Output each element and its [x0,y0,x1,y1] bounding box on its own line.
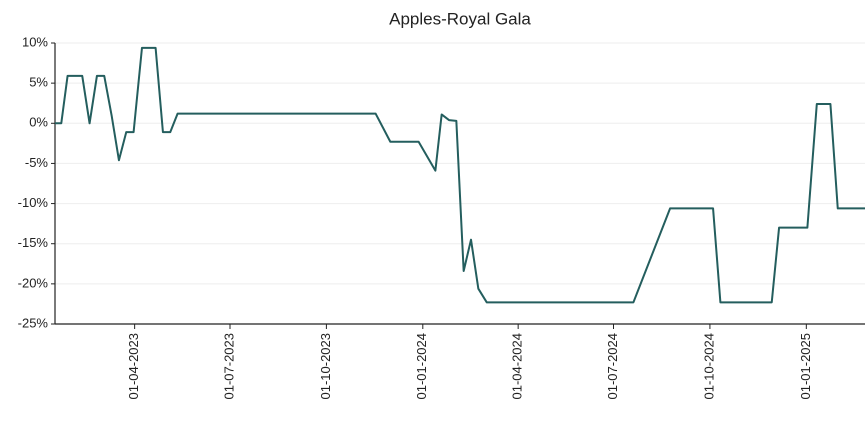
y-tick-label: 5% [29,75,48,90]
x-tick-label: 01-01-2024 [414,333,429,400]
x-tick-label: 01-04-2023 [126,333,141,400]
y-tick-label: -15% [18,235,49,250]
y-tick-label: -25% [18,315,49,330]
line-series [55,46,865,304]
x-tick-label: 01-07-2024 [605,333,620,400]
x-tick-label: 01-01-2025 [798,333,813,400]
y-tick-label: 10% [22,34,48,49]
x-tick-label: 01-07-2023 [221,333,236,400]
y-tick-label: -10% [18,195,49,210]
x-tick-label: 01-04-2024 [510,333,525,400]
y-tick-label: -5% [25,155,49,170]
chart-title: Apples-Royal Gala [389,9,531,28]
y-tick-label: 0% [29,115,48,130]
y-tick-label: -20% [18,275,49,290]
x-tick-label: 01-10-2023 [318,333,333,400]
x-tick-label: 01-10-2024 [701,333,716,400]
